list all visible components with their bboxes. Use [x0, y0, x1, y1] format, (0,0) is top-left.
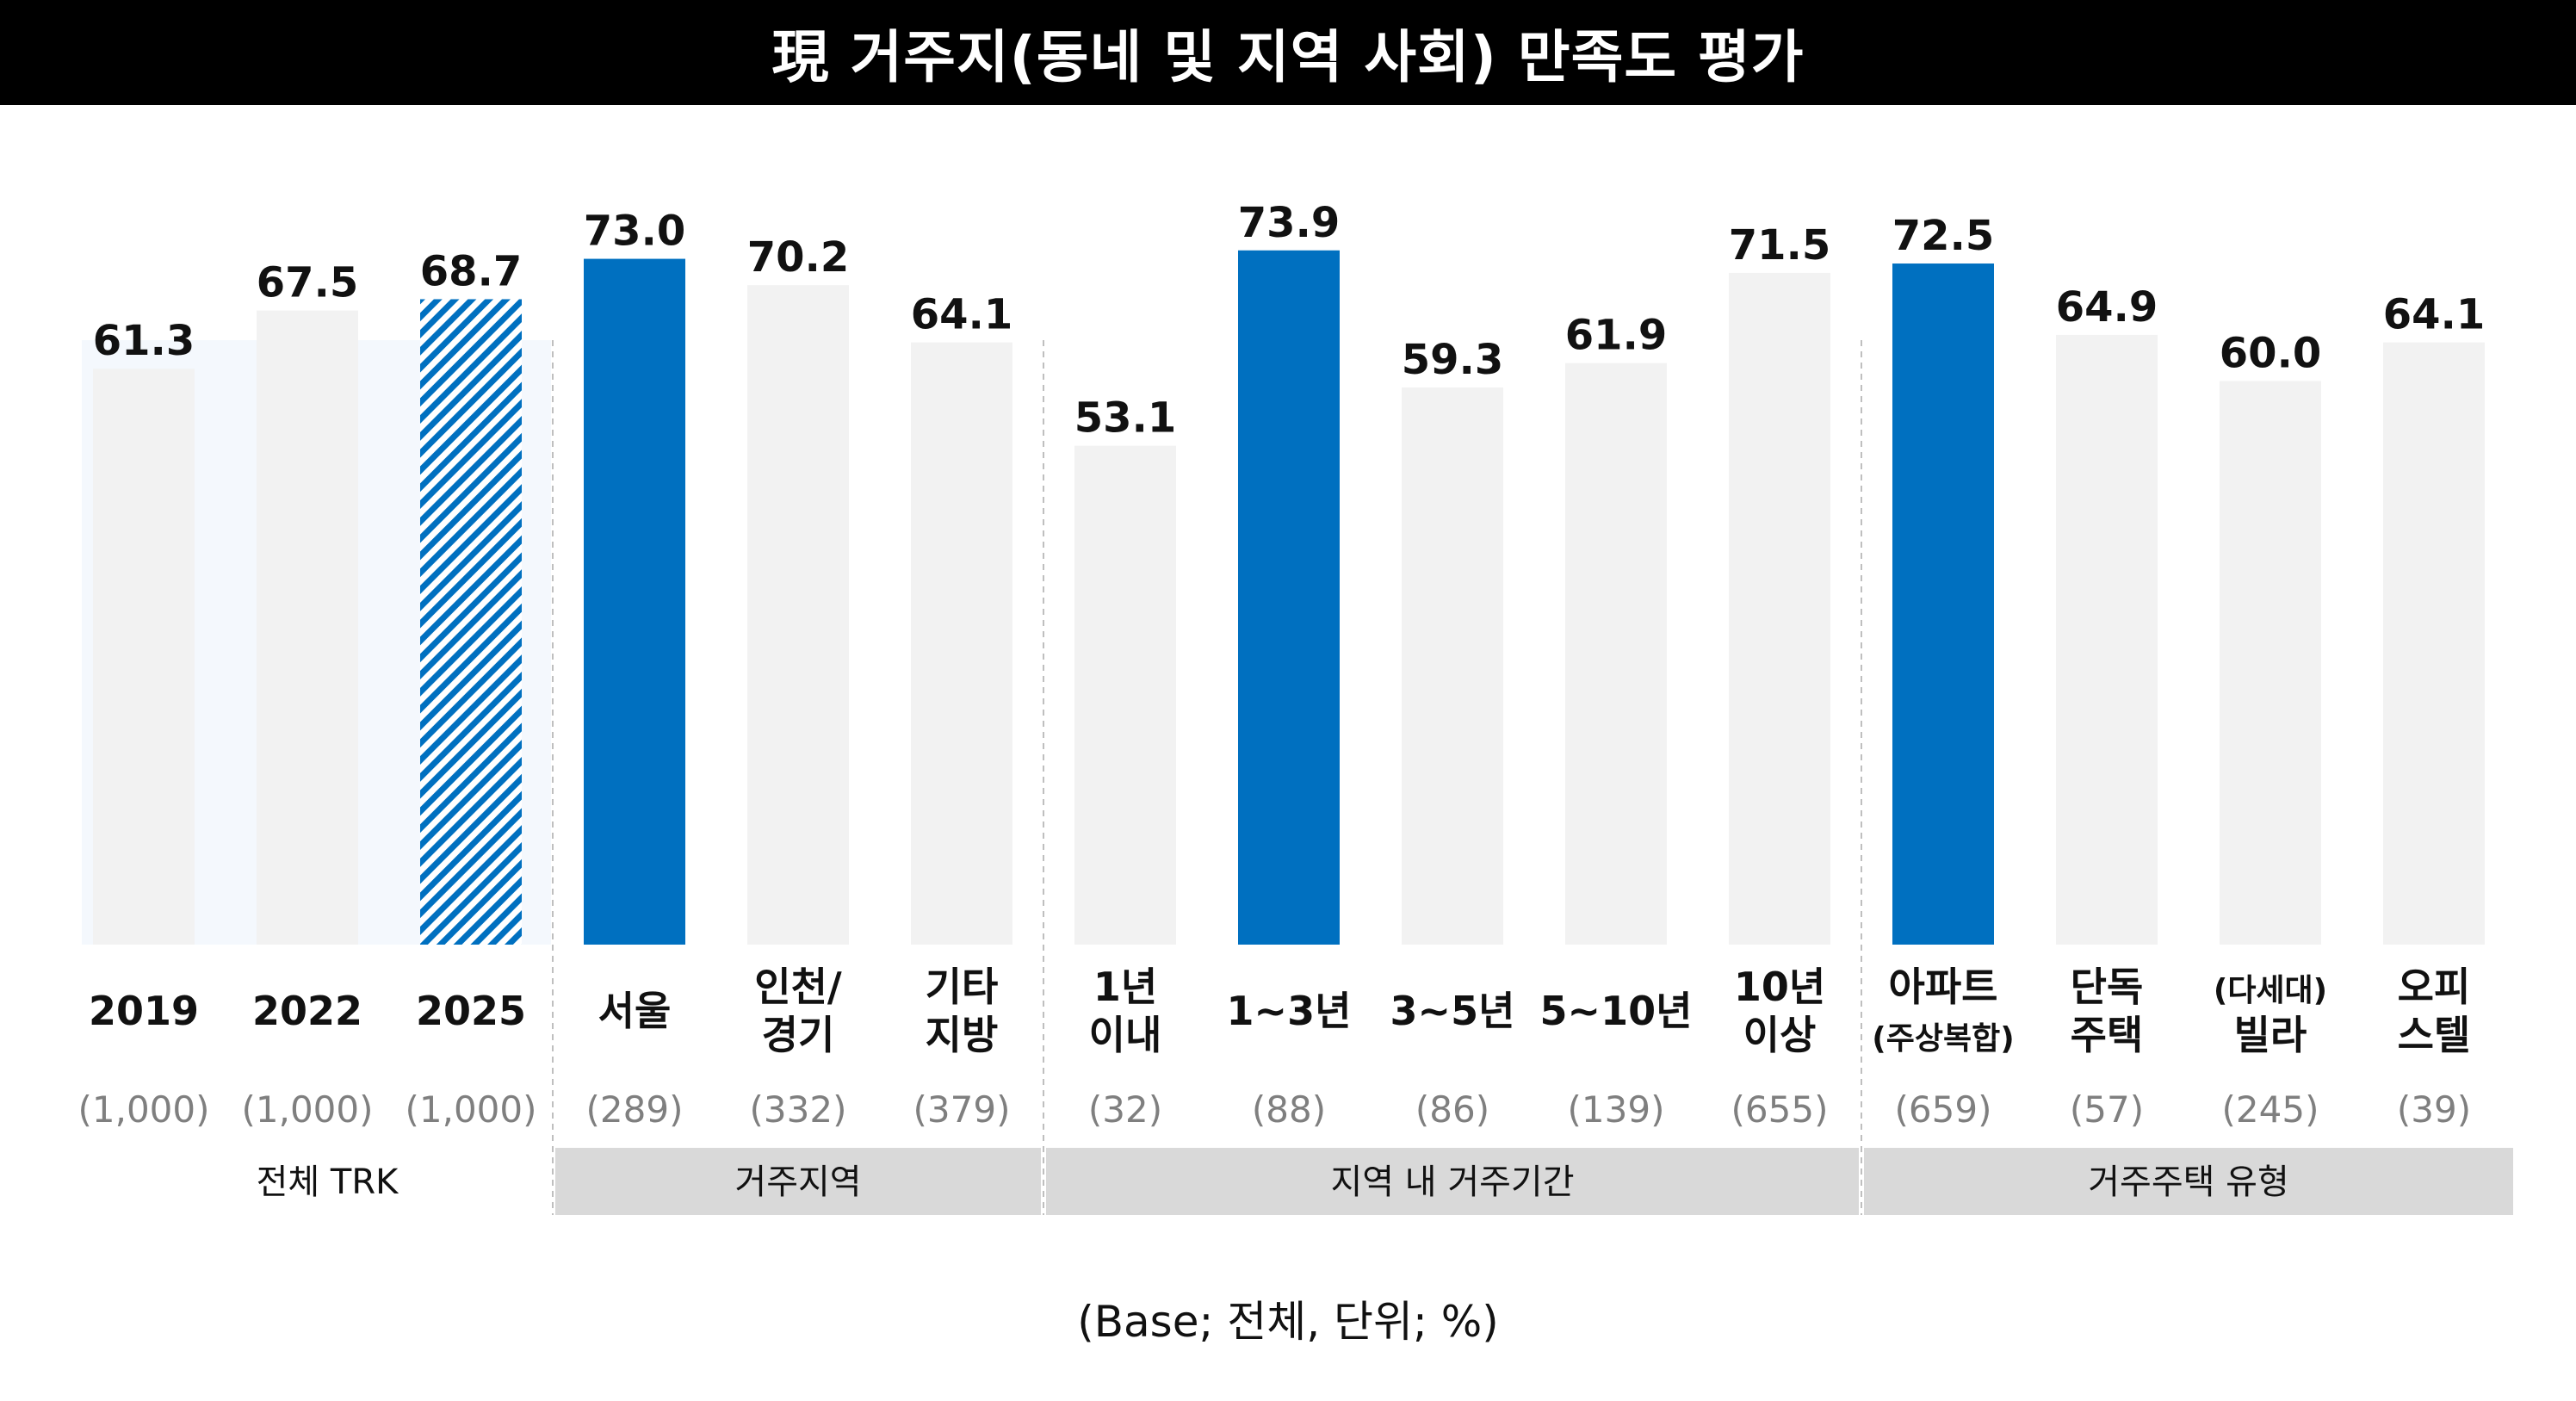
value-label: 64.9 — [2056, 283, 2158, 332]
base-label: (139) — [1568, 1088, 1665, 1131]
base-label: (32) — [1088, 1088, 1162, 1131]
bar — [1238, 250, 1340, 945]
base-label: (39) — [2397, 1088, 2471, 1131]
value-label: 61.9 — [1565, 312, 1667, 360]
bar — [1565, 363, 1667, 945]
category-label: 10년 — [1734, 964, 1825, 1010]
base-label: (659) — [1895, 1088, 1992, 1131]
bar — [911, 342, 1012, 945]
base-label: (289) — [586, 1088, 684, 1131]
base-label: (245) — [2222, 1088, 2319, 1131]
footnote: (Base; 전체, 단위; %) — [1077, 1297, 1499, 1347]
category-label: 3~5년 — [1390, 988, 1515, 1034]
value-label: 70.2 — [747, 233, 849, 282]
bar — [257, 310, 358, 945]
category-label: 주택 — [2071, 1012, 2144, 1058]
category-label: (주상복합) — [1872, 1021, 2014, 1057]
bar — [420, 299, 522, 945]
value-label: 53.1 — [1074, 394, 1176, 443]
category-label: 경기 — [762, 1012, 835, 1058]
category-label: 2025 — [416, 988, 526, 1034]
category-label: 오피 — [2398, 964, 2471, 1010]
bar — [2056, 334, 2158, 945]
base-label: (1,000) — [405, 1088, 536, 1131]
category-label: 빌라 — [2234, 1012, 2307, 1058]
group-label: 지역 내 거주기간 — [1330, 1162, 1574, 1202]
title-bar: 現 거주지(동네 및 지역 사회) 만족도 평가 — [0, 0, 2576, 105]
category-label: 1~3년 — [1227, 988, 1352, 1034]
category-label: 지방 — [926, 1012, 999, 1058]
base-label: (88) — [1252, 1088, 1326, 1131]
value-label: 73.9 — [1238, 199, 1340, 247]
group-label: 전체 TRK — [257, 1162, 400, 1202]
value-label: 64.1 — [911, 291, 1012, 339]
value-label: 60.0 — [2220, 329, 2321, 377]
bar — [93, 369, 195, 945]
bar — [1892, 263, 1994, 945]
bar — [2220, 381, 2321, 945]
bar — [584, 258, 685, 945]
category-label: 단독 — [2071, 964, 2144, 1010]
value-label: 64.1 — [2383, 291, 2485, 339]
value-label: 67.5 — [257, 259, 358, 307]
base-label: (86) — [1415, 1088, 1489, 1131]
bar — [1074, 445, 1176, 945]
category-label: 이내 — [1089, 1012, 1162, 1058]
base-label: (655) — [1731, 1088, 1829, 1131]
bar — [1402, 387, 1503, 945]
category-label: 인천/ — [754, 964, 842, 1010]
bar — [1729, 272, 1830, 945]
group-band — [1046, 1148, 1859, 1215]
category-label: 서울 — [598, 988, 672, 1034]
value-label: 61.3 — [93, 317, 195, 365]
value-label: 72.5 — [1892, 212, 1994, 260]
category-label: 1년 — [1093, 964, 1157, 1010]
base-label: (1,000) — [241, 1088, 373, 1131]
category-label: 2019 — [89, 988, 199, 1034]
category-label: 5~10년 — [1540, 988, 1693, 1034]
bar — [2383, 342, 2485, 945]
value-label: 71.5 — [1729, 221, 1830, 270]
category-label: 아파트 — [1889, 964, 1998, 1010]
category-label: 기타 — [926, 964, 999, 1010]
group-label: 거주지역 — [734, 1162, 861, 1202]
category-label: 2022 — [252, 988, 362, 1034]
category-label: 스텔 — [2398, 1012, 2471, 1058]
group-band — [1864, 1148, 2513, 1215]
bar — [747, 285, 849, 945]
group-band — [555, 1148, 1041, 1215]
category-label: (다세대) — [2214, 973, 2327, 1008]
base-label: (332) — [750, 1088, 847, 1131]
group-label: 거주주택 유형 — [2088, 1162, 2289, 1202]
category-label: 이상 — [1743, 1012, 1817, 1058]
chart-title: 現 거주지(동네 및 지역 사회) 만족도 평가 — [771, 24, 1805, 90]
value-label: 68.7 — [420, 247, 522, 295]
base-label: (1,000) — [77, 1088, 209, 1131]
base-label: (57) — [2070, 1088, 2144, 1131]
value-label: 73.0 — [584, 208, 685, 256]
base-label: (379) — [913, 1088, 1011, 1131]
value-label: 59.3 — [1402, 336, 1503, 384]
